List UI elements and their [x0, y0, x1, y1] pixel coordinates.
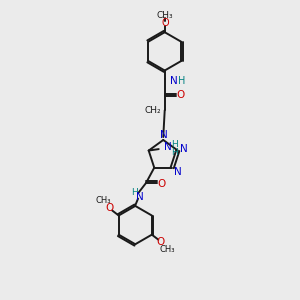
Text: O: O: [157, 179, 165, 189]
Text: O: O: [176, 90, 184, 100]
Text: N: N: [164, 142, 171, 152]
Text: N: N: [180, 144, 188, 154]
Text: CH₂: CH₂: [144, 106, 161, 115]
Text: CH₃: CH₃: [96, 196, 111, 205]
Text: H: H: [178, 76, 186, 86]
Text: O: O: [106, 203, 114, 213]
Text: O: O: [157, 237, 165, 247]
Text: N: N: [174, 167, 182, 177]
Text: O: O: [161, 18, 169, 28]
Text: CH₃: CH₃: [159, 245, 175, 254]
Text: N: N: [170, 76, 178, 86]
Text: H: H: [171, 148, 178, 157]
Text: N: N: [160, 130, 168, 140]
Text: N: N: [136, 192, 143, 202]
Text: H: H: [131, 188, 138, 197]
Text: CH₃: CH₃: [156, 11, 173, 20]
Text: H: H: [171, 140, 178, 149]
